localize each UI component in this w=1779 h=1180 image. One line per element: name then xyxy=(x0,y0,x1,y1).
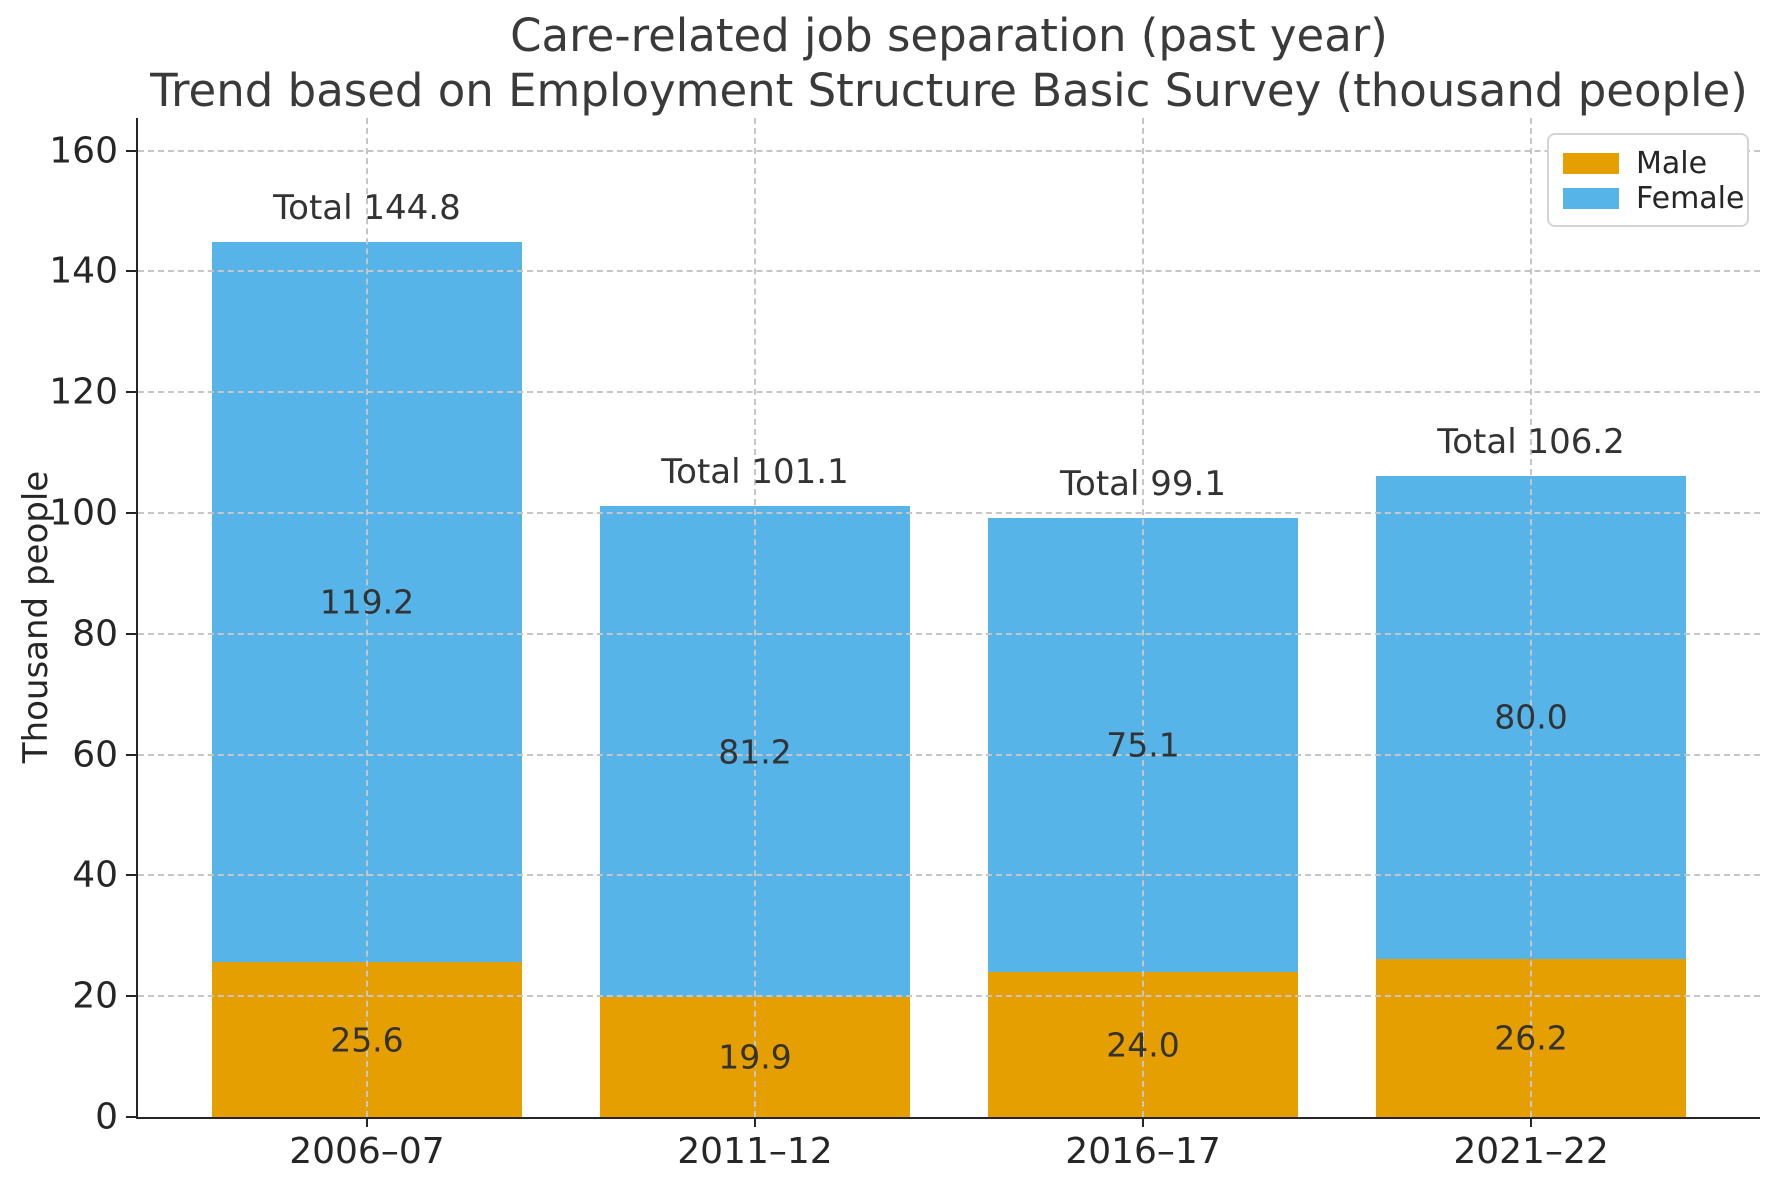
y-tick-mark xyxy=(126,874,136,877)
bar-value-label: 24.0 xyxy=(1106,1025,1180,1065)
y-tick-mark xyxy=(126,270,136,273)
bar-total-label: Total 99.1 xyxy=(1060,464,1226,505)
x-tick-label: 2006–07 xyxy=(289,1131,445,1172)
gridline-x xyxy=(753,118,756,1117)
chart-title: Care-related job separation (past year) … xyxy=(138,8,1760,118)
bar-total-label: Total 106.2 xyxy=(1437,421,1625,462)
y-tick-mark xyxy=(126,391,136,394)
gridline-y xyxy=(138,995,1760,998)
gridline-y xyxy=(138,874,1760,877)
gridline-x xyxy=(1530,118,1533,1117)
x-tick-label: 2011–12 xyxy=(677,1131,833,1172)
y-tick-label: 80 xyxy=(72,613,118,655)
gridline-y xyxy=(138,632,1760,635)
y-tick-mark xyxy=(126,753,136,756)
legend-item-female: Female xyxy=(1563,181,1744,216)
x-tick-label: 2016–17 xyxy=(1065,1131,1221,1172)
bar-total-label: Total 144.8 xyxy=(273,188,461,229)
x-axis-spine xyxy=(136,1117,1760,1119)
x-tick-mark xyxy=(1142,1119,1145,1127)
bar-value-label: 81.2 xyxy=(718,732,792,772)
bar-value-label: 25.6 xyxy=(330,1020,404,1060)
y-axis-spine xyxy=(136,118,138,1119)
x-tick-mark xyxy=(365,1119,368,1127)
gridline-y xyxy=(138,391,1760,394)
bar-value-label: 26.2 xyxy=(1494,1018,1568,1058)
gridline-x xyxy=(1142,118,1145,1117)
gridline-x xyxy=(365,118,368,1117)
bar-value-label: 19.9 xyxy=(718,1037,792,1077)
legend-label: Male xyxy=(1636,146,1708,181)
y-tick-label: 40 xyxy=(72,854,118,896)
x-tick-mark xyxy=(1530,1119,1533,1127)
legend-swatch-female xyxy=(1563,188,1619,209)
x-tick-label: 2021–22 xyxy=(1453,1131,1609,1172)
y-tick-mark xyxy=(126,995,136,998)
y-tick-label: 140 xyxy=(49,250,118,292)
legend-label: Female xyxy=(1636,181,1745,216)
x-tick-mark xyxy=(753,1119,756,1127)
legend-item-male: Male xyxy=(1563,146,1733,181)
y-tick-label: 100 xyxy=(49,492,118,534)
bar-total-label: Total 101.1 xyxy=(661,452,849,493)
plot-area: 0 20 40 60 80 100 120 140 160 2006–07 25.6 119.2 Tot… xyxy=(49,118,1760,1172)
y-tick-label: 0 xyxy=(95,1096,118,1138)
y-tick-mark xyxy=(126,512,136,514)
chart-title-line2: Trend based on Employment Structure Basi… xyxy=(150,64,1748,117)
y-tick-mark xyxy=(126,632,136,635)
gridline-y xyxy=(138,753,1760,756)
legend: Male Female xyxy=(1547,133,1749,227)
gridline-y xyxy=(138,270,1760,273)
y-tick-label: 20 xyxy=(72,975,118,1017)
y-tick-label: 160 xyxy=(49,130,118,172)
bar-value-label: 119.2 xyxy=(319,582,415,622)
y-tick-label: 60 xyxy=(72,734,118,776)
y-tick-label: 120 xyxy=(49,371,118,413)
legend-swatch-male xyxy=(1563,153,1619,174)
chart-title-line1: Care-related job separation (past year) xyxy=(510,9,1388,62)
bar-value-label: 80.0 xyxy=(1494,697,1568,737)
y-tick-mark xyxy=(126,1116,136,1118)
y-tick-mark xyxy=(126,149,136,152)
gridline-y xyxy=(138,512,1760,514)
bar-value-label: 75.1 xyxy=(1106,725,1180,765)
gridline-y xyxy=(138,149,1760,152)
